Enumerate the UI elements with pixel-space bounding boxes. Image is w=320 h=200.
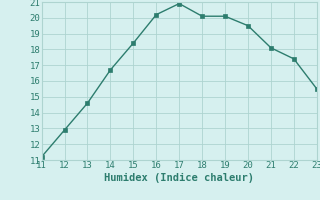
X-axis label: Humidex (Indice chaleur): Humidex (Indice chaleur) (104, 173, 254, 183)
